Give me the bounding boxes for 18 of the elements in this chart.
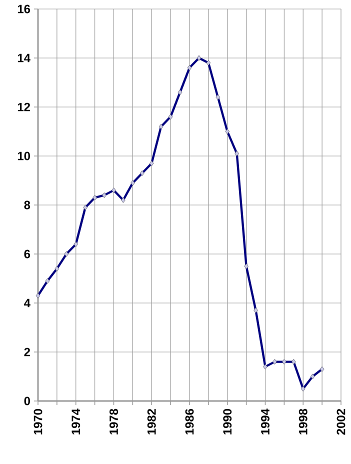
y-tick-label: 14	[18, 54, 30, 62]
y-tick-label: 12	[18, 102, 30, 112]
y-tick-label: 6	[24, 250, 30, 258]
y-tick-label: 8	[24, 200, 30, 210]
x-tick-label: 1994	[261, 408, 270, 434]
x-tick-label: 1970	[34, 409, 42, 434]
y-tick-label: 4	[24, 298, 30, 308]
x-tick-label: 1974	[72, 408, 80, 434]
y-tick-label: 16	[18, 4, 30, 14]
y-tick-label: 10	[18, 152, 30, 160]
x-tick-label: 1986	[185, 408, 194, 434]
x-tick-label: 1998	[298, 408, 308, 434]
y-tick-label: 2	[24, 348, 30, 356]
x-tick-label: 2002	[336, 409, 346, 435]
x-tick-label: 1990	[223, 409, 232, 434]
x-tick-label: 1982	[147, 409, 156, 434]
y-tick-label: 0	[24, 396, 30, 406]
x-tick-label: 1978	[110, 408, 118, 434]
